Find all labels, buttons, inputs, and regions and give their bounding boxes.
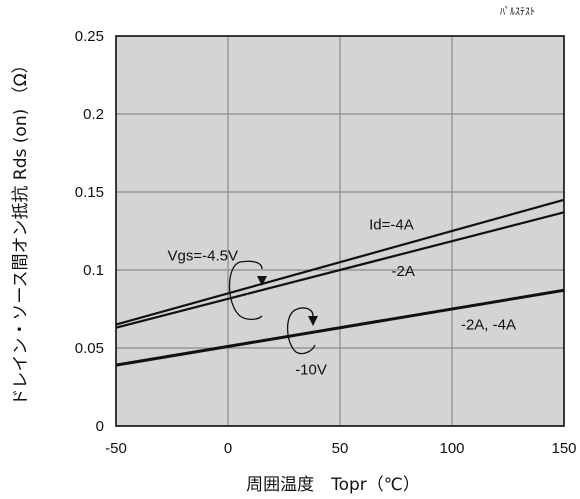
series-group: [115, 198, 565, 367]
y-tick-label: 0.2: [83, 106, 104, 123]
x-tick-labels: -50 0 50 100 150: [105, 440, 576, 457]
y-tick-label: 0.1: [83, 262, 104, 279]
series-line-2: [115, 211, 565, 329]
y-tick-label: 0.05: [75, 340, 104, 357]
vgs-10v-curl-arrow: [286, 307, 318, 355]
y-tick-labels: 0 0.05 0.1 0.15 0.2 0.25: [75, 28, 104, 435]
x-axis-label: 周囲温度 Topr（℃）: [246, 475, 420, 495]
annotation-label: Id=-4A: [369, 216, 414, 233]
series-line-3: [115, 288, 565, 367]
plot-frame: [115, 35, 565, 427]
x-tick-label: -50: [105, 440, 127, 457]
series-line-1: [115, 198, 565, 326]
annotation-label: -2A, -4A: [461, 316, 516, 333]
corner-note: ﾊﾟﾙｽﾃｽﾄ: [500, 6, 535, 18]
x-tick-label: 100: [439, 440, 464, 457]
y-tick-label: 0: [96, 418, 104, 435]
x-tick-label: 50: [332, 440, 349, 457]
y-tick-label: 0.25: [75, 28, 104, 45]
y-axis-label: ドレイン・ソース間オン抵抗 Rds (on) （Ω）: [11, 56, 31, 405]
annotations: Id=-4A -2A Vgs=-4.5V -2A, -4A -10V: [168, 216, 516, 378]
annotation-label: -2A: [392, 263, 415, 280]
x-tick-label: 150: [551, 440, 576, 457]
annotation-label: -10V: [295, 362, 327, 379]
annotation-label: Vgs=-4.5V: [168, 248, 238, 265]
vgs-4.5v-curl-arrow: [228, 260, 267, 321]
y-tick-label: 0.15: [75, 184, 104, 201]
x-tick-label: 0: [224, 440, 232, 457]
